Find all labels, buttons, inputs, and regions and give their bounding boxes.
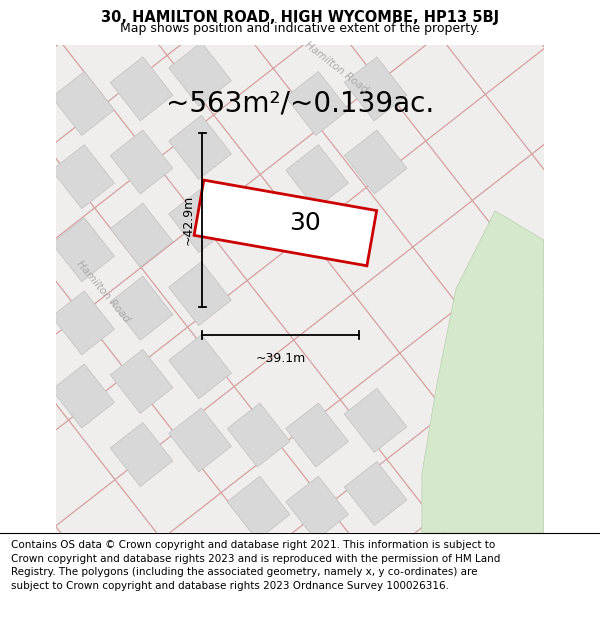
Polygon shape [52, 71, 115, 136]
Text: Hamilton Road: Hamilton Road [303, 39, 370, 94]
Polygon shape [286, 476, 349, 540]
Polygon shape [169, 42, 232, 106]
Text: Contains OS data © Crown copyright and database right 2021. This information is : Contains OS data © Crown copyright and d… [11, 540, 500, 591]
Polygon shape [227, 476, 290, 540]
Polygon shape [286, 403, 349, 467]
Polygon shape [344, 388, 407, 452]
Polygon shape [110, 203, 173, 267]
Text: ~563m²/~0.139ac.: ~563m²/~0.139ac. [166, 89, 434, 118]
Polygon shape [52, 364, 115, 428]
Polygon shape [169, 335, 232, 399]
Polygon shape [286, 71, 349, 136]
Polygon shape [169, 189, 232, 253]
Polygon shape [422, 211, 544, 532]
Polygon shape [344, 57, 407, 121]
Polygon shape [286, 144, 349, 209]
Polygon shape [110, 130, 173, 194]
Polygon shape [110, 276, 173, 340]
Polygon shape [344, 461, 407, 526]
Polygon shape [169, 116, 232, 179]
Text: Map shows position and indicative extent of the property.: Map shows position and indicative extent… [120, 22, 480, 35]
Polygon shape [169, 262, 232, 326]
Text: Hamilton Road: Hamilton Road [74, 259, 131, 324]
Text: ~42.9m: ~42.9m [181, 195, 194, 245]
Polygon shape [169, 408, 232, 472]
Polygon shape [52, 291, 115, 355]
Text: 30, HAMILTON ROAD, HIGH WYCOMBE, HP13 5BJ: 30, HAMILTON ROAD, HIGH WYCOMBE, HP13 5B… [101, 10, 499, 25]
Polygon shape [52, 144, 115, 209]
Polygon shape [52, 217, 115, 282]
Text: ~39.1m: ~39.1m [256, 352, 305, 365]
Text: 30: 30 [289, 211, 321, 235]
Polygon shape [110, 422, 173, 486]
Polygon shape [110, 349, 173, 413]
Polygon shape [344, 130, 407, 194]
Polygon shape [227, 403, 290, 467]
Polygon shape [110, 57, 173, 121]
Polygon shape [194, 180, 377, 266]
